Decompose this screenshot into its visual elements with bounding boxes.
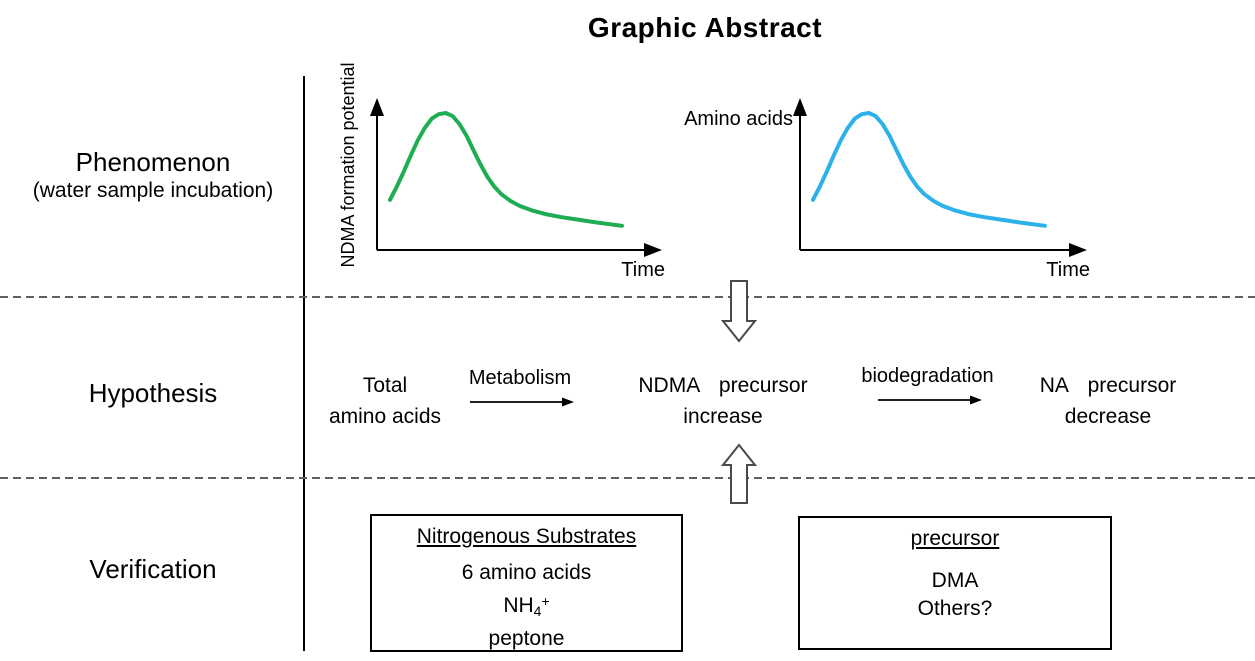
dashed-divider-1 xyxy=(0,296,1255,298)
box-title: Nitrogenous Substrates xyxy=(416,525,637,548)
box-item-nh4: NH4+ xyxy=(503,593,550,619)
box-item: Others? xyxy=(917,597,993,620)
right-arrow-icon xyxy=(877,395,982,405)
dashed-divider-2 xyxy=(0,477,1255,479)
biodegradation-label: biodegradation xyxy=(861,365,994,387)
metabolism-label: Metabolism xyxy=(468,367,572,389)
phenomenon-sublabel: (water sample incubation) xyxy=(32,179,274,202)
amino-acids-curve xyxy=(811,111,1047,228)
total-amino-acids-text: Total amino acids xyxy=(328,374,442,428)
nitrogenous-substrates-box: Nitrogenous Substrates 6 amino acids NH4… xyxy=(370,514,683,652)
row-label-phenomenon: Phenomenon (water sample incubation) xyxy=(5,146,301,204)
row-label-hypothesis: Hypothesis xyxy=(5,377,301,409)
right-arrow-icon xyxy=(470,397,574,407)
biodegradation-arrow-group: biodegradation xyxy=(855,364,1000,408)
ndma-curve xyxy=(388,111,624,228)
x-axis-label: Time xyxy=(1046,259,1090,281)
verification-label: Verification xyxy=(89,554,217,584)
block-arrow-up-icon xyxy=(721,443,758,504)
box-title: precursor xyxy=(910,527,1000,550)
row-label-verification: Verification xyxy=(5,553,301,585)
vertical-divider xyxy=(303,76,305,651)
hypothesis-label: Hypothesis xyxy=(88,378,218,408)
ndma-precursor-increase-text: NDMA precursor increase xyxy=(638,374,808,428)
ndma-formation-potential-chart: NDMA formation potential Time xyxy=(338,62,665,281)
metabolism-arrow-group: Metabolism xyxy=(458,366,582,410)
page-title: Graphic Abstract xyxy=(587,12,823,43)
box-item: peptone xyxy=(488,627,565,650)
precursor-box: precursor DMA Others? xyxy=(798,516,1112,650)
x-axis-label: Time xyxy=(621,259,665,281)
amino-acids-chart: Amino acids Time xyxy=(684,98,1090,281)
block-arrow-down-icon xyxy=(721,280,758,343)
box-item: 6 amino acids xyxy=(461,561,592,584)
box-item: DMA xyxy=(931,569,979,592)
na-precursor-decrease-text: NA precursor decrease xyxy=(1039,374,1177,428)
y-axis-label: NDMA formation potential xyxy=(338,62,358,267)
phenomenon-label: Phenomenon xyxy=(75,147,231,177)
y-axis-label: Amino acids xyxy=(684,108,793,130)
